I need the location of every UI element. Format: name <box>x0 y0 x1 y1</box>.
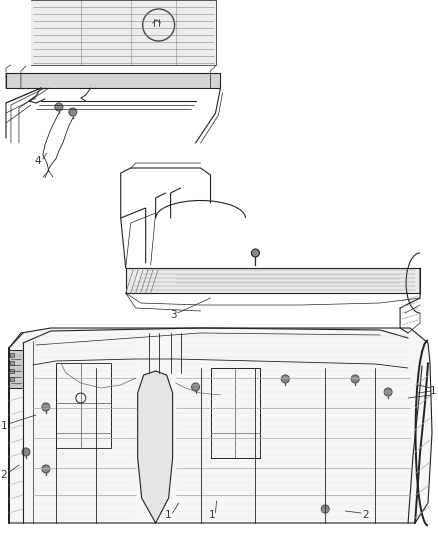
Circle shape <box>22 448 30 456</box>
Polygon shape <box>138 371 173 523</box>
Text: 1: 1 <box>209 510 216 520</box>
Polygon shape <box>6 73 220 88</box>
Circle shape <box>55 103 63 111</box>
Text: 1: 1 <box>165 510 172 520</box>
Text: 1: 1 <box>1 421 7 431</box>
Circle shape <box>42 465 50 473</box>
Circle shape <box>281 375 290 383</box>
Text: 2: 2 <box>362 510 368 520</box>
Circle shape <box>191 383 200 391</box>
FancyBboxPatch shape <box>9 350 23 389</box>
Circle shape <box>384 388 392 396</box>
Text: 3: 3 <box>170 310 177 320</box>
FancyBboxPatch shape <box>10 353 14 357</box>
FancyBboxPatch shape <box>10 377 14 381</box>
Polygon shape <box>9 328 432 523</box>
Text: 2: 2 <box>1 470 7 480</box>
Circle shape <box>251 249 259 257</box>
Circle shape <box>321 505 329 513</box>
FancyBboxPatch shape <box>10 361 14 365</box>
Circle shape <box>69 108 77 116</box>
FancyBboxPatch shape <box>10 369 14 373</box>
Circle shape <box>42 403 50 411</box>
Circle shape <box>351 375 359 383</box>
Polygon shape <box>126 268 420 293</box>
Text: 4: 4 <box>35 156 41 166</box>
Text: 1: 1 <box>430 386 436 396</box>
Polygon shape <box>31 0 215 65</box>
